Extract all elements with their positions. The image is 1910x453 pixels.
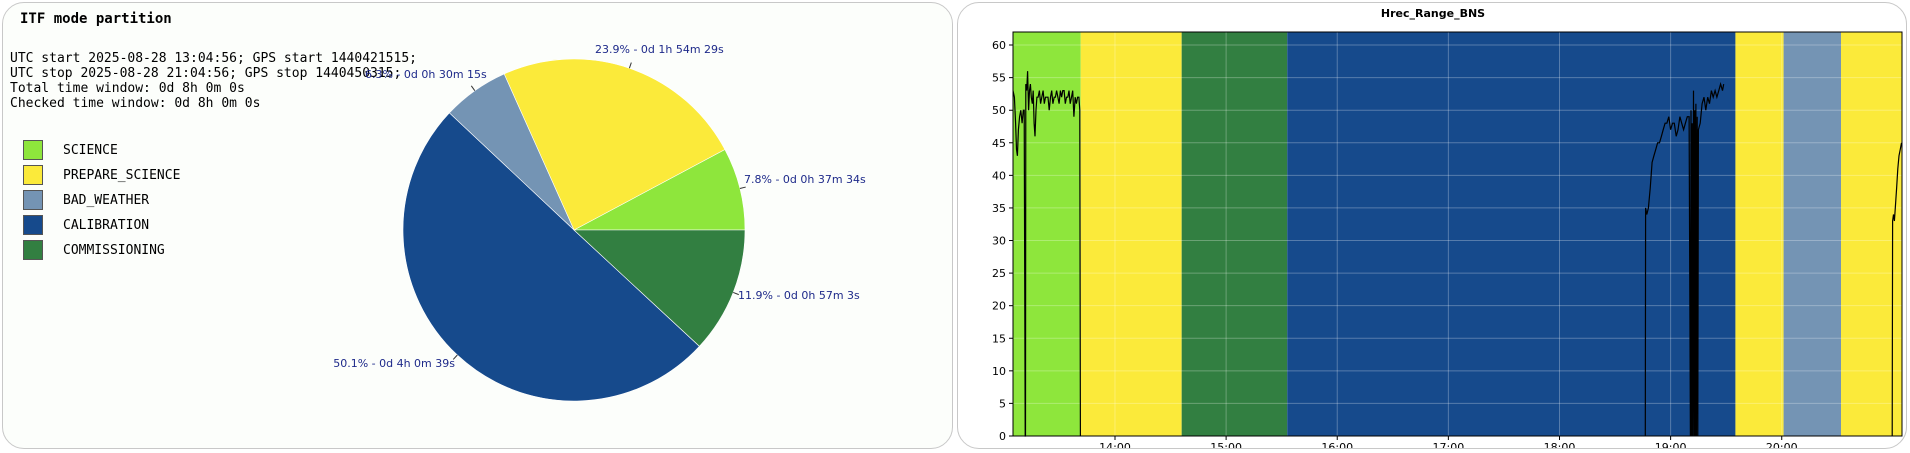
mode-band-science-0 (1013, 32, 1081, 436)
pie-panel-title: ITF mode partition (20, 11, 172, 27)
legend-swatch-commissioning (23, 240, 43, 260)
y-tick-label-10: 10 (992, 365, 1006, 378)
y-tick-label-20: 20 (992, 300, 1006, 313)
y-tick-label-30: 30 (992, 235, 1006, 248)
legend-label-prepare-science: PREPARE_SCIENCE (63, 168, 181, 183)
mode-band-commissioning-2 (1181, 32, 1288, 436)
pie-label-bad-weather: 6.3% - 0d 0h 30m 15s (365, 68, 487, 81)
range-series-segment-1 (1644, 81, 1725, 437)
legend-swatch-bad-weather (23, 190, 43, 210)
legend-swatch-calibration (23, 215, 43, 235)
mode-band-bad-weather-5 (1783, 32, 1842, 436)
checked-time-line: Checked time window: 0d 8h 0m 0s (10, 96, 261, 111)
mode-band-prepare-science-1 (1080, 32, 1182, 436)
x-tick-label-2000: 20:00 (1766, 441, 1798, 449)
y-tick-label-40: 40 (992, 169, 1006, 182)
y-tick-label-25: 25 (992, 267, 1006, 280)
mode-pie-chart: 7.8% - 0d 0h 37m 34s 23.9% - 0d 1h 54m 29… (333, 43, 866, 402)
pie-leader-science (739, 186, 746, 190)
pie-label-prepare-science: 23.9% - 0d 1h 54m 29s (595, 43, 724, 56)
legend-label-science: SCIENCE (63, 143, 118, 158)
legend-swatch-prepare-science (23, 165, 43, 185)
pie-label-science: 7.8% - 0d 0h 37m 34s (744, 173, 866, 186)
range-plot-panel: Hrec_Range_BNS 0 5 10 15 20 25 30 35 40 45 50 55 60 1… (957, 2, 1907, 449)
mode-band-calibration-3 (1287, 32, 1736, 436)
y-tick-label-15: 15 (992, 332, 1006, 345)
y-tick-label-50: 50 (992, 104, 1006, 117)
y-tick-label-45: 45 (992, 137, 1006, 150)
legend-label-bad-weather: BAD_WEATHER (63, 193, 150, 208)
mode-band-prepare-science-4 (1735, 32, 1784, 436)
y-tick-label-35: 35 (992, 202, 1006, 215)
pie-leader-commissioning (733, 291, 739, 296)
x-tick-label-1500: 15:00 (1210, 441, 1242, 449)
y-tick-label-60: 60 (992, 39, 1006, 52)
line-chart-title: Hrec_Range_BNS (1381, 7, 1485, 20)
pie-label-calibration: 50.1% - 0d 4h 0m 39s (333, 357, 455, 370)
x-tick-label-1900: 19:00 (1655, 441, 1687, 449)
range-series-segment-0 (1012, 71, 1082, 437)
utc-start-line: UTC start 2025-08-28 13:04:56; GPS start… (10, 51, 417, 66)
utc-stop-line: UTC stop 2025-08-28 21:04:56; GPS stop 1… (10, 66, 402, 81)
range-series-segment-2 (1891, 142, 1903, 437)
legend-label-commissioning: COMMISSIONING (63, 243, 165, 258)
plot-frame (1012, 31, 1903, 437)
pie-leader-prepare-science (628, 62, 632, 69)
range-line-chart: Hrec_Range_BNS 0 5 10 15 20 25 30 35 40 45 50 55 60 1… (992, 7, 1903, 449)
legend-label-calibration: CALIBRATION (63, 218, 150, 233)
x-tick-label-1800: 18:00 (1544, 441, 1576, 449)
x-tick-label-1400: 14:00 (1099, 441, 1131, 449)
mode-partition-panel: ITF mode partition UTC start 2025-08-28 … (2, 2, 953, 449)
pie-leader-bad-weather (470, 85, 476, 92)
pie-slice-calibration (402, 112, 700, 402)
legend-swatch-science (23, 140, 43, 160)
y-tick-label-0: 0 (999, 430, 1006, 443)
x-tick-label-1600: 16:00 (1321, 441, 1353, 449)
y-tick-label-5: 5 (999, 397, 1006, 410)
pie-label-commissioning: 11.9% - 0d 0h 57m 3s (738, 289, 860, 302)
y-tick-label-55: 55 (992, 72, 1006, 85)
total-time-line: Total time window: 0d 8h 0m 0s (10, 81, 245, 96)
pie-leader-calibration (452, 354, 458, 360)
x-tick-label-1700: 17:00 (1433, 441, 1465, 449)
